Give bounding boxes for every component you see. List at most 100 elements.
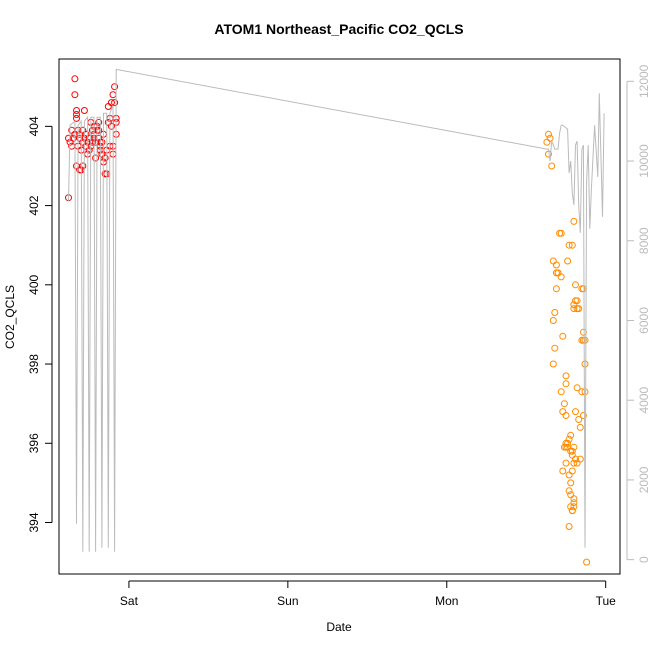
- data-point-1-71: [570, 499, 578, 507]
- series-layer: [65, 68, 605, 566]
- data-point-1-2: [546, 134, 554, 142]
- plot-area: [58, 58, 621, 575]
- data-point-1-76: [562, 459, 570, 467]
- data-point-1-33: [573, 297, 581, 305]
- data-point-1-63: [568, 467, 576, 475]
- data-point-1-11: [557, 229, 565, 237]
- x-tick-label-1: Sun: [277, 594, 298, 608]
- y-axis-label: CO2_QCLS: [3, 285, 17, 349]
- y2-tick-label-0: 0: [637, 556, 650, 563]
- data-point-1-25: [564, 257, 572, 265]
- data-point-1-78: [559, 467, 567, 475]
- data-point-1-49: [579, 412, 587, 419]
- data-point-0-0: [65, 134, 72, 142]
- data-point-1-17: [551, 344, 559, 352]
- y-tick-label-1: 396: [27, 433, 41, 453]
- data-point-1-6: [552, 261, 560, 269]
- series-line-2: [68, 68, 605, 552]
- data-point-0-66: [79, 162, 87, 170]
- data-point-1-0: [543, 138, 551, 146]
- data-point-1-14: [551, 309, 559, 316]
- data-point-1-41: [581, 336, 589, 344]
- data-point-1-28: [570, 217, 578, 225]
- y2-tick-label-3: 6000: [637, 307, 650, 334]
- data-point-1-44: [581, 388, 589, 396]
- data-point-1-27: [568, 241, 576, 249]
- data-point-1-59: [570, 443, 578, 451]
- data-point-0-65: [73, 162, 80, 170]
- y-tick-label-3: 400: [27, 274, 41, 294]
- data-point-1-74: [567, 479, 575, 487]
- data-point-0-55: [107, 99, 115, 107]
- data-point-0-38: [95, 118, 103, 126]
- y-tick-label-0: 394: [27, 512, 41, 532]
- y-tick-label-4: 402: [27, 195, 41, 215]
- data-point-1-15: [552, 285, 560, 293]
- data-point-1-12: [557, 273, 565, 281]
- data-point-1-45: [573, 384, 581, 392]
- data-point-1-43: [578, 388, 586, 396]
- data-point-1-46: [572, 408, 579, 416]
- y2-tick-label-6: 12000: [637, 64, 650, 98]
- axis-layer: Sat Sun Mon Tue 394 396 398 400 402 404 0 2000 4000 6…: [27, 64, 650, 608]
- data-point-1-75: [565, 523, 573, 530]
- data-point-1-66: [567, 491, 575, 499]
- data-point-0-30: [88, 138, 96, 146]
- data-point-1-62: [576, 455, 584, 463]
- data-point-0-35: [92, 154, 100, 162]
- data-point-1-47: [575, 416, 583, 423]
- data-point-0-7: [71, 75, 79, 83]
- data-point-0-69: [95, 126, 103, 134]
- data-point-1-70: [570, 503, 578, 511]
- data-point-1-72: [570, 495, 578, 503]
- data-point-1-13: [549, 317, 557, 324]
- data-point-0-54: [107, 122, 115, 130]
- data-point-0-20: [80, 107, 88, 114]
- data-point-1-22: [559, 408, 567, 416]
- x-tick-label-2: Mon: [435, 594, 458, 608]
- data-point-1-31: [570, 305, 578, 313]
- data-point-1-58: [568, 447, 576, 455]
- data-point-1-23: [560, 400, 568, 408]
- data-point-0-8: [71, 91, 79, 99]
- data-point-1-18: [559, 332, 567, 340]
- y2-tick-label-1: 2000: [637, 466, 650, 493]
- y-tick-label-5: 404: [27, 116, 41, 136]
- x-axis-label: Date: [326, 620, 352, 634]
- y2-tick-label-2: 4000: [637, 387, 650, 414]
- data-point-0-10: [73, 107, 80, 114]
- data-point-0-71: [101, 154, 109, 162]
- data-point-1-29: [572, 281, 579, 289]
- x-tick-label-3: Tue: [596, 594, 617, 608]
- data-point-1-21: [562, 372, 570, 380]
- data-point-1-77: [583, 558, 591, 566]
- y-tick-label-2: 398: [27, 354, 41, 374]
- data-point-1-64: [570, 459, 578, 467]
- data-point-0-67: [82, 130, 90, 138]
- y2-tick-label-5: 10000: [637, 144, 650, 178]
- data-point-0-50: [104, 118, 112, 126]
- chart-title: ATOM1 Northeast_Pacific CO2_QCLS: [214, 21, 463, 37]
- data-point-1-20: [562, 380, 570, 388]
- data-point-1-69: [568, 507, 576, 515]
- data-point-1-48: [576, 423, 584, 431]
- data-point-1-5: [549, 257, 557, 265]
- data-point-0-51: [104, 103, 112, 110]
- data-point-1-16: [549, 360, 557, 368]
- data-point-0-60: [111, 83, 119, 91]
- data-point-1-73: [565, 471, 573, 479]
- data-point-0-59: [111, 99, 119, 107]
- data-point-1-35: [575, 305, 583, 313]
- data-point-0-27: [85, 146, 93, 154]
- data-point-1-26: [565, 241, 573, 249]
- data-point-0-11: [73, 114, 80, 122]
- data-point-1-55: [567, 431, 575, 439]
- data-point-1-1: [545, 130, 552, 138]
- data-point-1-42: [581, 360, 589, 368]
- data-point-1-65: [565, 487, 573, 495]
- x-tick-label-0: Sat: [120, 594, 139, 608]
- data-point-0-56: [109, 91, 117, 99]
- data-point-1-24: [562, 412, 570, 419]
- data-point-1-4: [548, 162, 556, 170]
